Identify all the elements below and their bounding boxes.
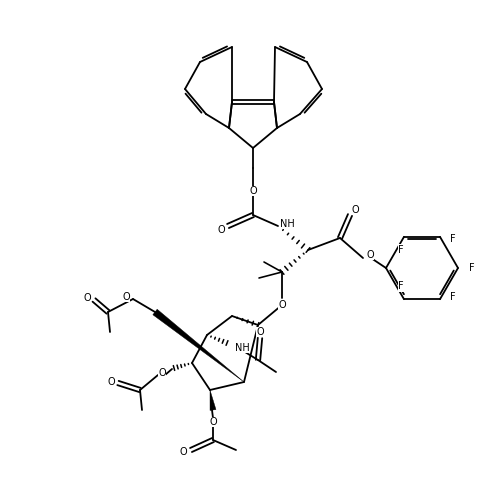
Text: O: O [351, 205, 359, 215]
Text: F: F [450, 234, 456, 244]
Text: F: F [398, 281, 404, 291]
Text: O: O [107, 377, 115, 387]
Text: O: O [209, 417, 217, 427]
Text: O: O [179, 447, 187, 457]
Text: O: O [249, 186, 257, 196]
Text: F: F [469, 263, 475, 273]
Text: O: O [366, 250, 374, 260]
Text: NH: NH [280, 219, 295, 229]
Polygon shape [153, 309, 244, 382]
Text: F: F [450, 292, 456, 302]
Polygon shape [210, 390, 216, 410]
Text: O: O [158, 368, 166, 378]
Text: O: O [256, 327, 264, 337]
Text: O: O [122, 292, 130, 302]
Text: NH: NH [234, 343, 249, 353]
Text: F: F [398, 245, 404, 255]
Text: O: O [83, 293, 91, 303]
Text: O: O [217, 225, 225, 235]
Text: O: O [278, 300, 286, 310]
